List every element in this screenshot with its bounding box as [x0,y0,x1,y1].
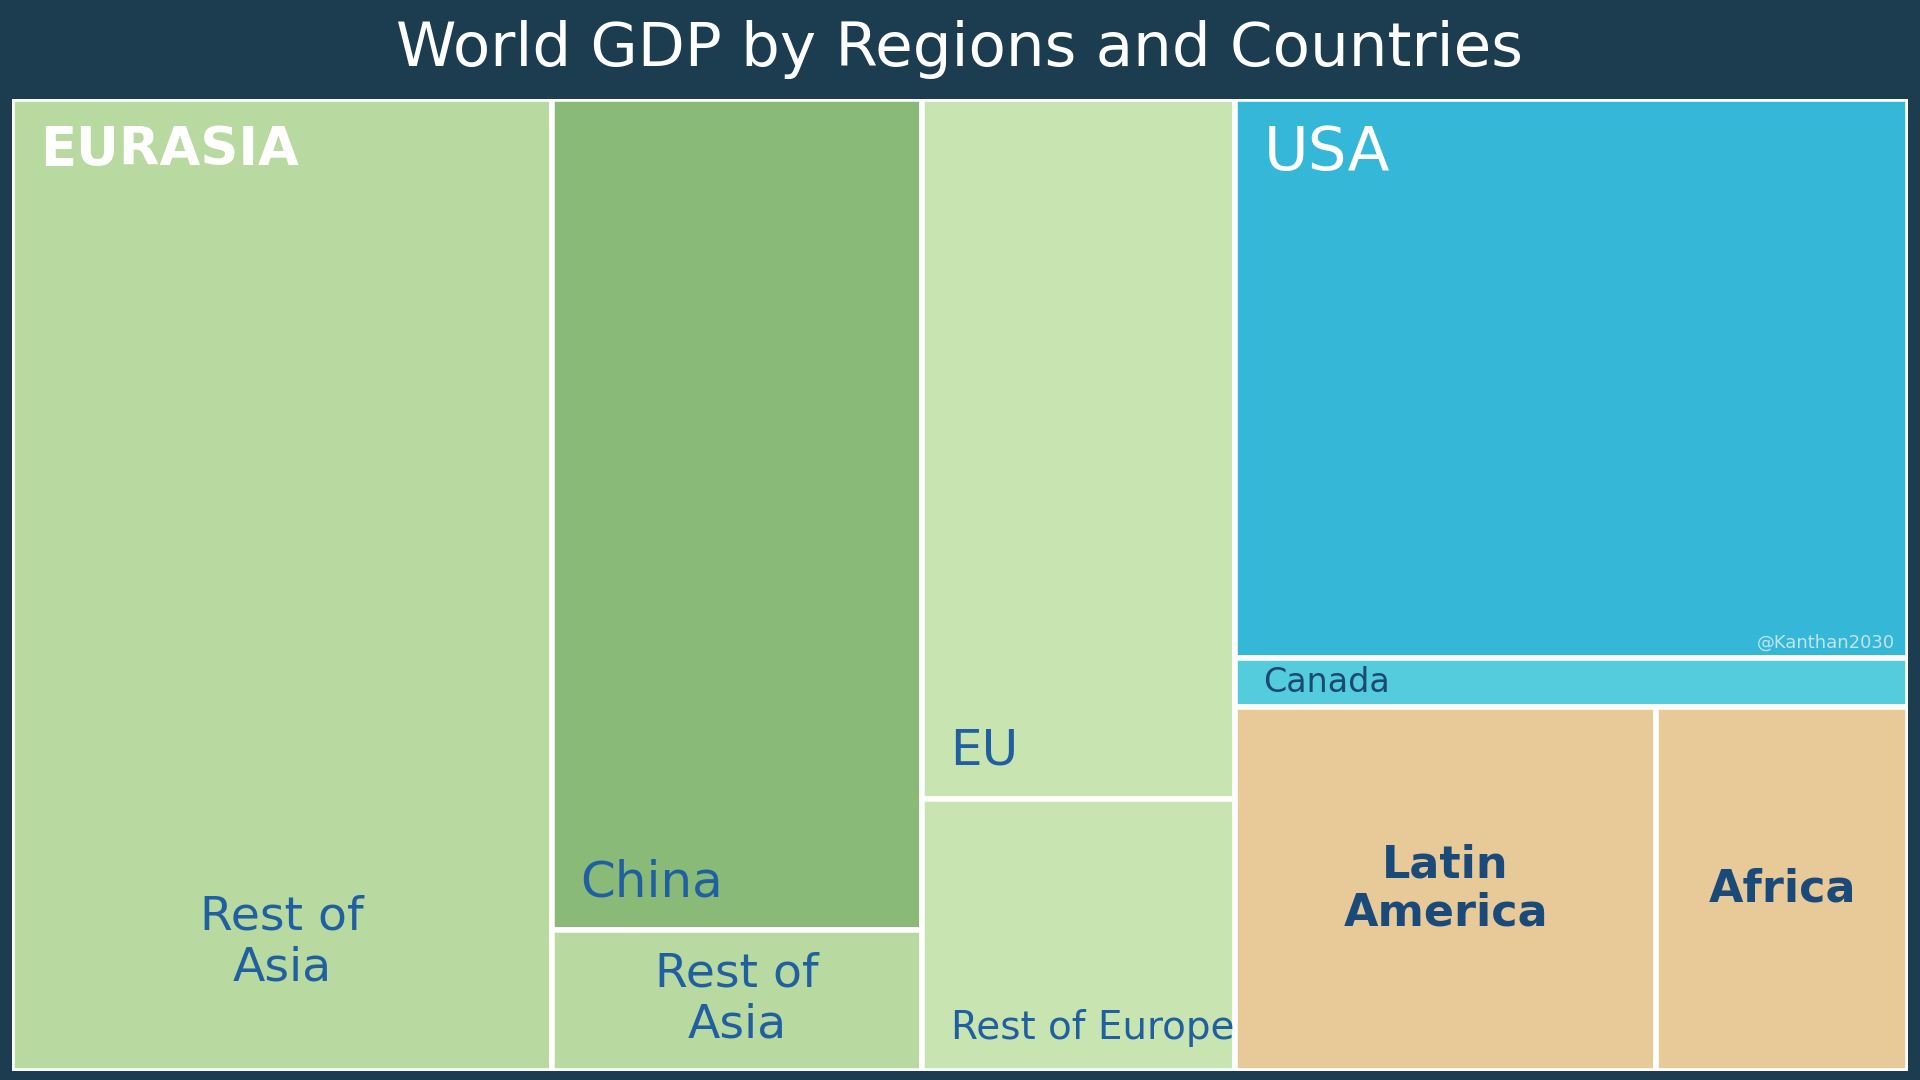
Text: Rest of Europe: Rest of Europe [950,1009,1235,1048]
Text: Latin
America: Latin America [1344,843,1548,934]
Text: EURASIA: EURASIA [40,124,300,176]
FancyBboxPatch shape [922,799,1235,1071]
FancyBboxPatch shape [1235,99,1908,658]
Text: @Kanthan2030: @Kanthan2030 [1757,634,1895,652]
FancyBboxPatch shape [1235,658,1908,706]
Text: World GDP by Regions and Countries: World GDP by Regions and Countries [397,21,1523,79]
Text: China: China [580,859,724,906]
Text: Rest of
Asia: Rest of Asia [655,951,818,1048]
Text: Africa: Africa [1709,867,1857,910]
FancyBboxPatch shape [922,99,1235,799]
FancyBboxPatch shape [553,99,922,930]
Text: USA: USA [1263,124,1390,183]
Text: Rest of
Asia: Rest of Asia [200,895,363,990]
FancyBboxPatch shape [553,930,922,1071]
FancyBboxPatch shape [12,99,553,1071]
FancyBboxPatch shape [1235,707,1657,1071]
Text: EU: EU [950,727,1020,775]
FancyBboxPatch shape [1657,707,1908,1071]
Text: Canada: Canada [1263,666,1390,699]
